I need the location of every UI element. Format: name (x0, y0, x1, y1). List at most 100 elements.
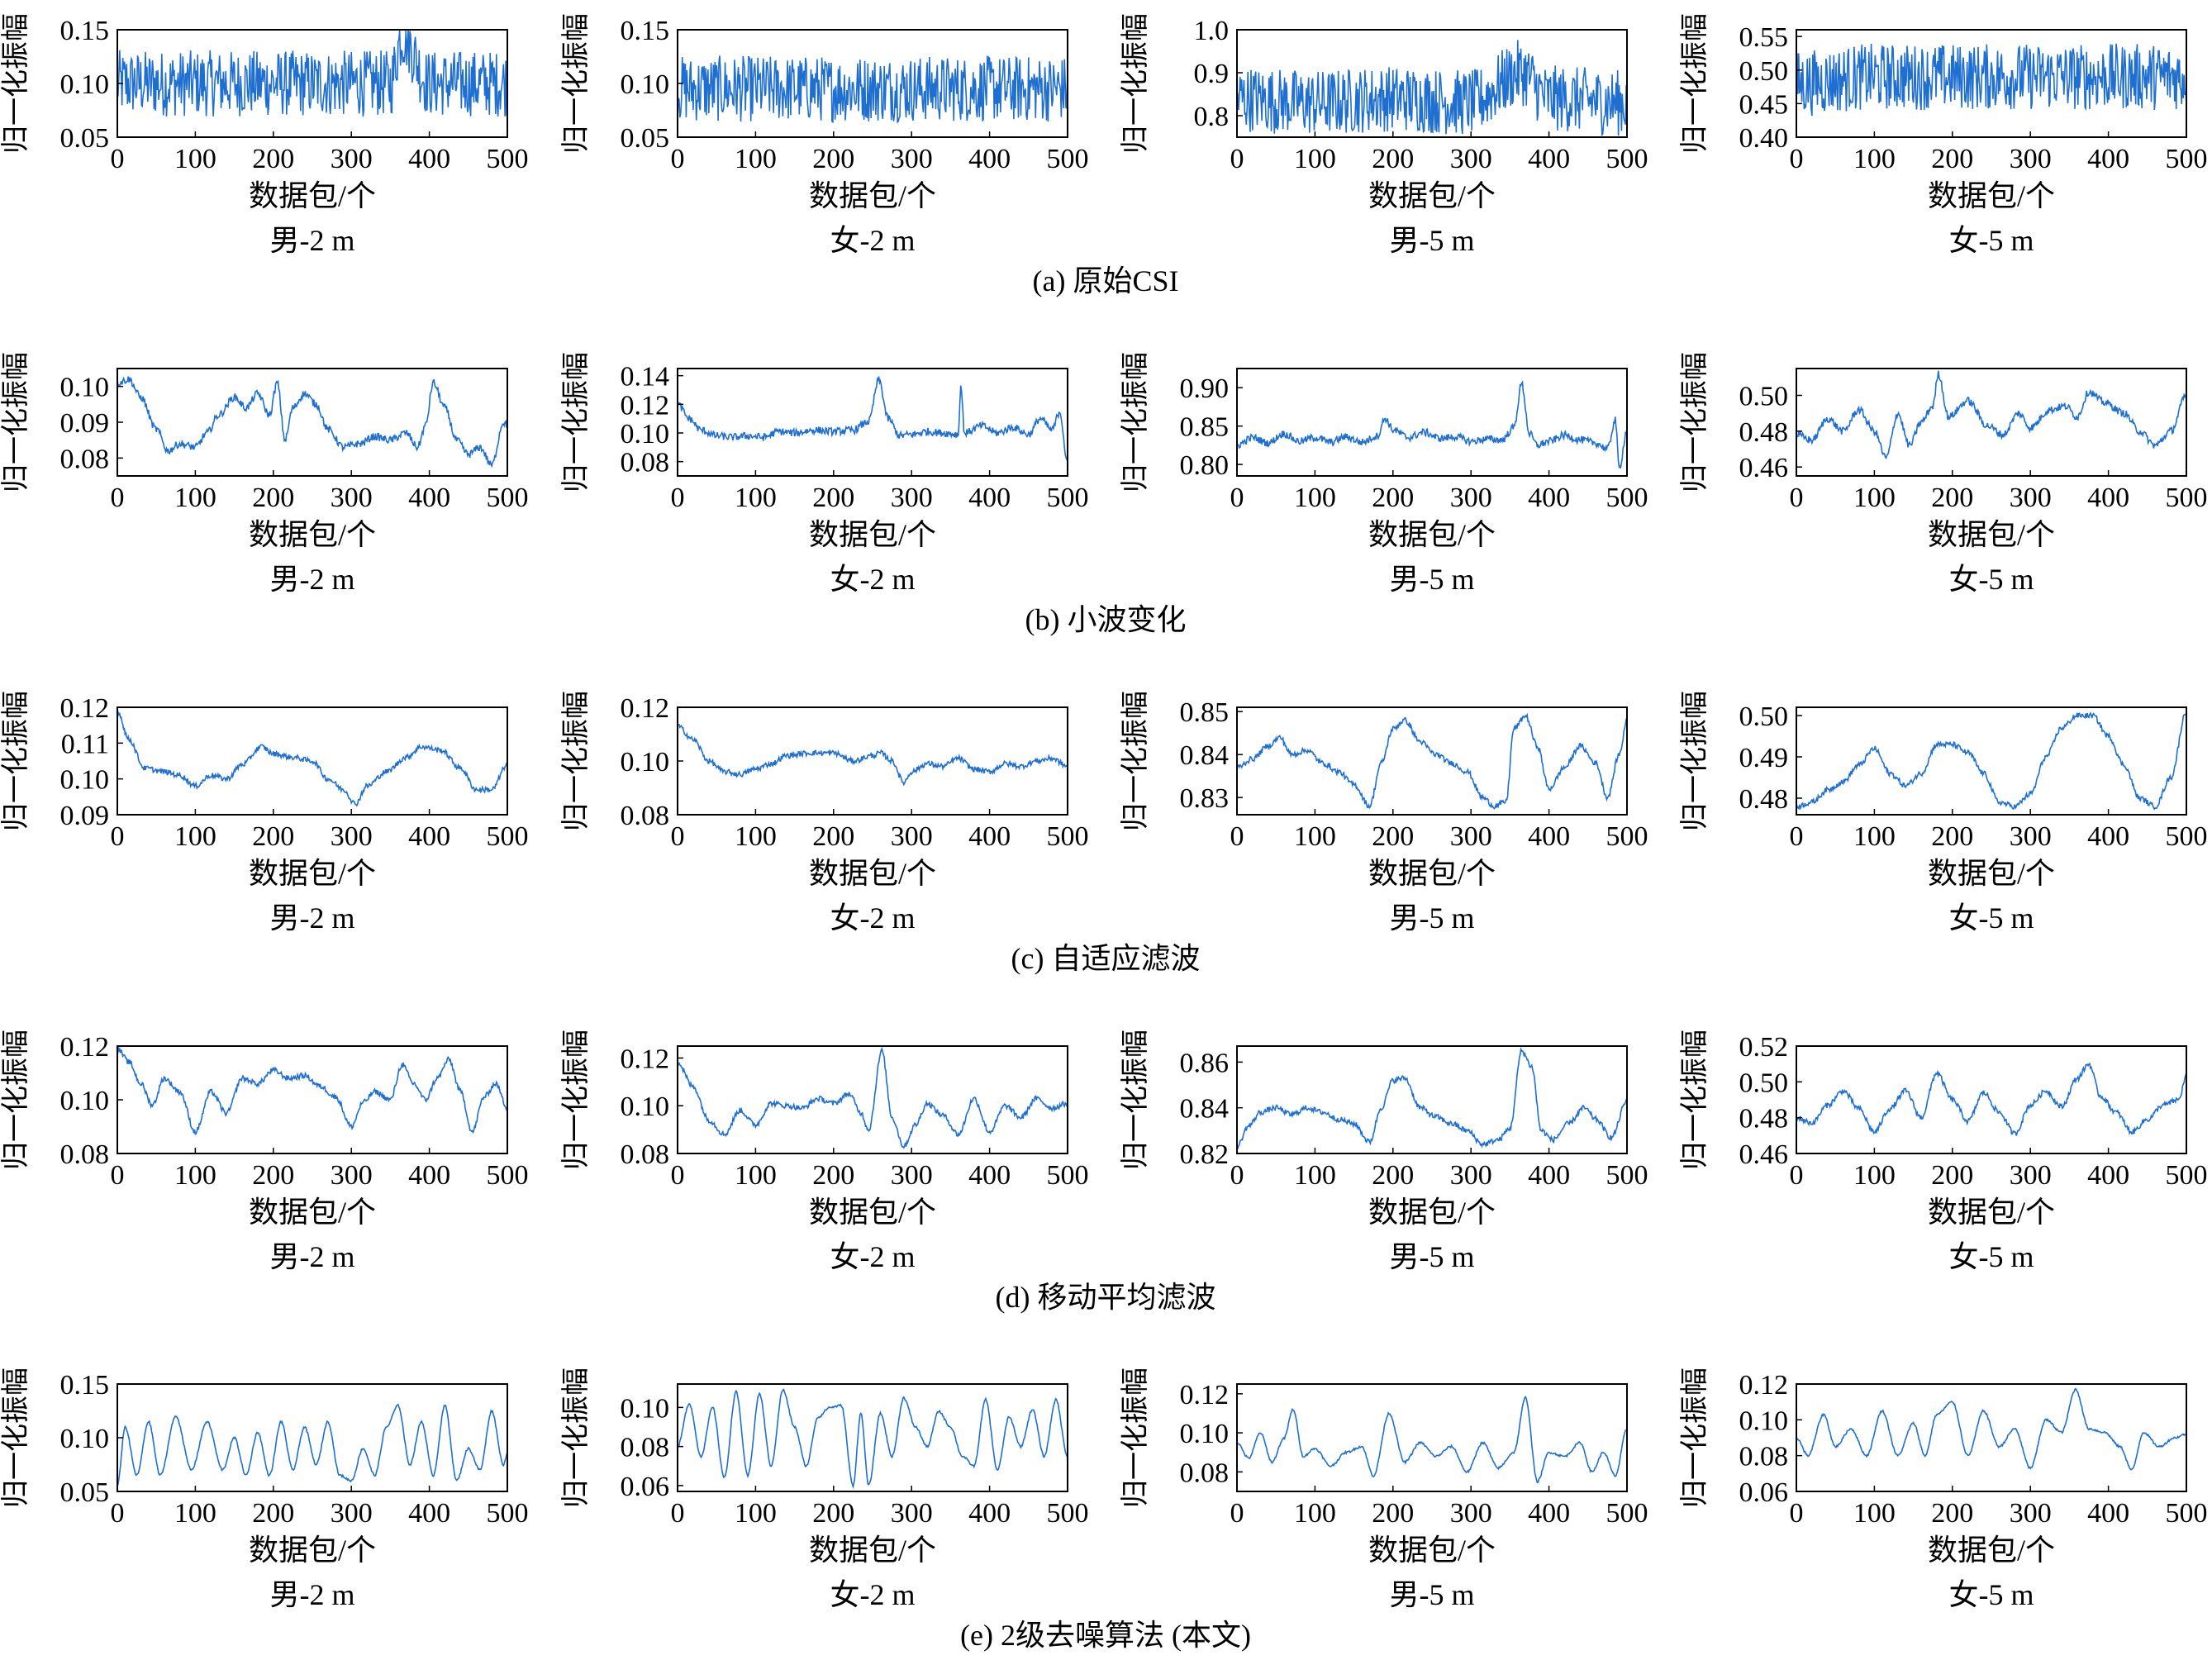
x-tick-label: 400 (1528, 144, 1570, 174)
y-tick-label: 0.45 (1739, 89, 1789, 120)
y-axis-label: 归一化振幅 (560, 1030, 592, 1170)
y-axis-label: 归一化振幅 (0, 691, 31, 831)
series-line (1796, 370, 2187, 459)
x-tick-label: 300 (331, 1160, 373, 1191)
row-caption: (a) 原始CSI (1033, 264, 1179, 297)
x-tick-label: 200 (252, 1498, 294, 1529)
x-tick-label: 200 (1931, 821, 1973, 852)
plot-frame (117, 1383, 508, 1492)
series-line (1236, 40, 1628, 137)
x-tick-label: 300 (2010, 1160, 2052, 1191)
x-tick-label: 0 (1790, 821, 1804, 852)
panel-title: 男-2 m (270, 1240, 355, 1273)
x-tick-label: 400 (968, 821, 1011, 852)
row-caption: (c) 自适应滤波 (1011, 942, 1201, 975)
x-tick-label: 400 (968, 144, 1011, 174)
x-tick-label: 200 (1372, 821, 1414, 852)
x-tick-label: 500 (2166, 1160, 2208, 1191)
x-tick-label: 100 (174, 1160, 216, 1191)
plot-frame (117, 706, 508, 816)
y-tick-label: 0.46 (1739, 453, 1789, 483)
plot-frame (1796, 1045, 2187, 1154)
x-axis-label: 数据包/个 (249, 179, 376, 212)
plot-frame (1236, 706, 1628, 816)
x-tick-label: 400 (968, 483, 1011, 513)
x-tick-label: 300 (2010, 1498, 2052, 1529)
x-tick-label: 500 (1606, 1160, 1648, 1191)
x-tick-label: 500 (1047, 1160, 1089, 1191)
x-tick-label: 300 (891, 483, 933, 513)
x-tick-label: 500 (487, 1498, 529, 1529)
x-tick-label: 300 (1450, 483, 1492, 513)
x-tick-label: 100 (1853, 483, 1896, 513)
y-tick-label: 0.48 (1739, 784, 1789, 815)
x-tick-label: 100 (735, 1160, 777, 1191)
plot-frame (1236, 368, 1628, 477)
x-axis-label: 数据包/个 (1368, 518, 1496, 551)
x-tick-label: 400 (1528, 821, 1570, 852)
y-axis-label: 归一化振幅 (0, 13, 31, 154)
y-axis-label: 归一化振幅 (1679, 352, 1710, 492)
x-tick-label: 200 (1372, 1498, 1414, 1529)
row-caption: (e) 2级去噪算法 (本文) (960, 1619, 1251, 1652)
y-axis-label: 归一化振幅 (1120, 13, 1151, 154)
x-tick-label: 200 (1372, 483, 1414, 513)
x-tick-label: 0 (1790, 1160, 1804, 1191)
y-tick-label: 0.50 (1739, 702, 1789, 732)
x-tick-label: 400 (408, 821, 450, 852)
x-tick-label: 400 (2087, 821, 2129, 852)
plot-frame (677, 1045, 1068, 1154)
x-tick-label: 200 (812, 144, 854, 174)
x-tick-label: 0 (111, 144, 125, 174)
x-tick-label: 300 (891, 1160, 933, 1191)
panel-title: 女-2 m (830, 1240, 916, 1273)
y-tick-label: 0.08 (1739, 1442, 1789, 1472)
panel-title: 男-2 m (270, 1578, 355, 1611)
series-line (1236, 712, 1628, 810)
x-tick-label: 200 (1372, 1160, 1414, 1191)
x-axis-label: 数据包/个 (1928, 857, 2055, 890)
panel-title: 女-5 m (1949, 563, 2034, 596)
y-tick-label: 0.83 (1180, 783, 1230, 814)
x-tick-label: 400 (408, 483, 450, 513)
y-tick-label: 0.15 (60, 1370, 110, 1401)
panel-title: 女-5 m (1949, 224, 2034, 257)
x-tick-label: 200 (812, 483, 854, 513)
y-tick-label: 0.10 (1180, 1419, 1230, 1449)
x-axis-label: 数据包/个 (1928, 1196, 2055, 1229)
x-axis-label: 数据包/个 (1368, 1196, 1496, 1229)
x-axis-label: 数据包/个 (1368, 1534, 1496, 1567)
x-tick-label: 0 (111, 483, 125, 513)
x-tick-label: 500 (1606, 1498, 1648, 1529)
y-tick-label: 0.90 (1180, 373, 1230, 404)
y-tick-label: 0.10 (60, 765, 110, 796)
plot-frame (117, 1045, 508, 1154)
x-tick-label: 400 (408, 144, 450, 174)
y-tick-label: 0.12 (60, 1032, 110, 1063)
x-axis-label: 数据包/个 (809, 518, 936, 551)
x-tick-label: 200 (1931, 144, 1973, 174)
x-tick-label: 0 (111, 1160, 125, 1191)
y-tick-label: 0.06 (621, 1472, 670, 1502)
x-tick-label: 300 (1450, 821, 1492, 852)
x-tick-label: 0 (1230, 144, 1244, 174)
y-tick-label: 0.05 (60, 1477, 110, 1508)
x-tick-label: 100 (174, 483, 216, 513)
y-tick-label: 0.08 (621, 448, 670, 478)
x-tick-label: 300 (891, 144, 933, 174)
x-tick-label: 300 (2010, 821, 2052, 852)
x-tick-label: 0 (1790, 1498, 1804, 1529)
x-tick-label: 500 (487, 821, 529, 852)
x-tick-label: 300 (331, 483, 373, 513)
y-tick-label: 0.08 (621, 801, 670, 831)
x-tick-label: 0 (1230, 1160, 1244, 1191)
y-tick-label: 0.15 (621, 16, 670, 46)
y-tick-label: 0.84 (1180, 1094, 1230, 1125)
series-line (677, 1046, 1068, 1149)
y-tick-label: 0.40 (1739, 123, 1789, 154)
y-axis-label: 归一化振幅 (560, 352, 592, 492)
y-axis-label: 归一化振幅 (0, 352, 31, 492)
x-tick-label: 500 (2166, 483, 2208, 513)
x-tick-label: 0 (671, 483, 685, 513)
x-axis-label: 数据包/个 (249, 1534, 376, 1567)
